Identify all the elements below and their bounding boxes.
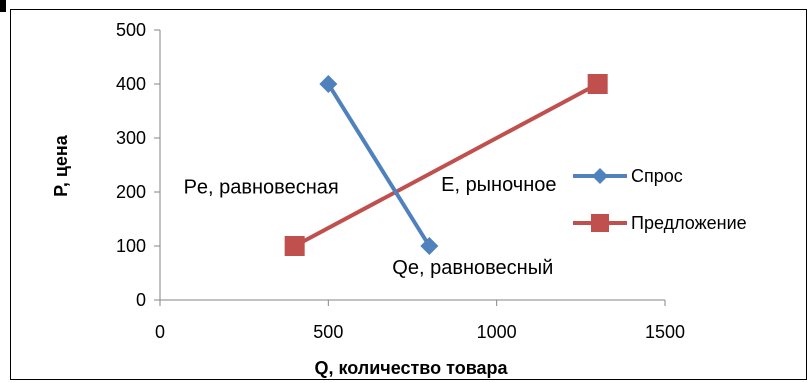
series-line-supply bbox=[293, 82, 599, 248]
legend-label: Спрос bbox=[631, 166, 683, 186]
x-axis-title: Q, количество товара bbox=[314, 358, 508, 378]
legend-label: Предложение bbox=[631, 213, 747, 233]
y-tick-label: 400 bbox=[116, 74, 146, 94]
series-lines bbox=[293, 82, 599, 248]
y-tick-label: 0 bbox=[136, 290, 146, 310]
y-tick-label: 500 bbox=[116, 20, 146, 40]
corner-mark bbox=[0, 0, 6, 12]
annotation-label: Pe, равновесная bbox=[184, 177, 339, 199]
tick-labels: 0 100 200 300 400 500 0 500 1000 1500 bbox=[116, 20, 685, 342]
x-tick-label: 0 bbox=[155, 322, 165, 342]
y-tick-label: 300 bbox=[116, 128, 146, 148]
axes bbox=[154, 29, 666, 306]
demand-data-point bbox=[420, 237, 439, 255]
legend-swatch-marker bbox=[592, 168, 608, 184]
supply-data-point bbox=[587, 74, 608, 94]
annotation-label: E, рыночное bbox=[441, 174, 556, 196]
annotation-label: Qe, равновесный bbox=[392, 257, 553, 279]
y-tick-label: 200 bbox=[116, 182, 146, 202]
legend: Спрос Предложение bbox=[573, 166, 747, 233]
x-tick-label: 1000 bbox=[477, 322, 517, 342]
y-axis-title: P, цена bbox=[51, 134, 71, 197]
chart-frame bbox=[10, 9, 807, 380]
supply-data-point bbox=[284, 236, 305, 256]
demand-data-point bbox=[319, 75, 338, 93]
annotations: Pe, равновесная E, рыночное Qe, равновесны… bbox=[184, 174, 557, 279]
x-tick-label: 500 bbox=[313, 322, 343, 342]
x-tick-label: 1500 bbox=[645, 322, 685, 342]
legend-item-supply: Предложение bbox=[573, 213, 747, 233]
y-tick-label: 100 bbox=[116, 236, 146, 256]
series-markers bbox=[284, 74, 608, 256]
legend-item-demand: Спрос bbox=[573, 166, 683, 186]
legend-swatch-marker bbox=[591, 214, 609, 232]
series-line-demand bbox=[326, 82, 432, 248]
